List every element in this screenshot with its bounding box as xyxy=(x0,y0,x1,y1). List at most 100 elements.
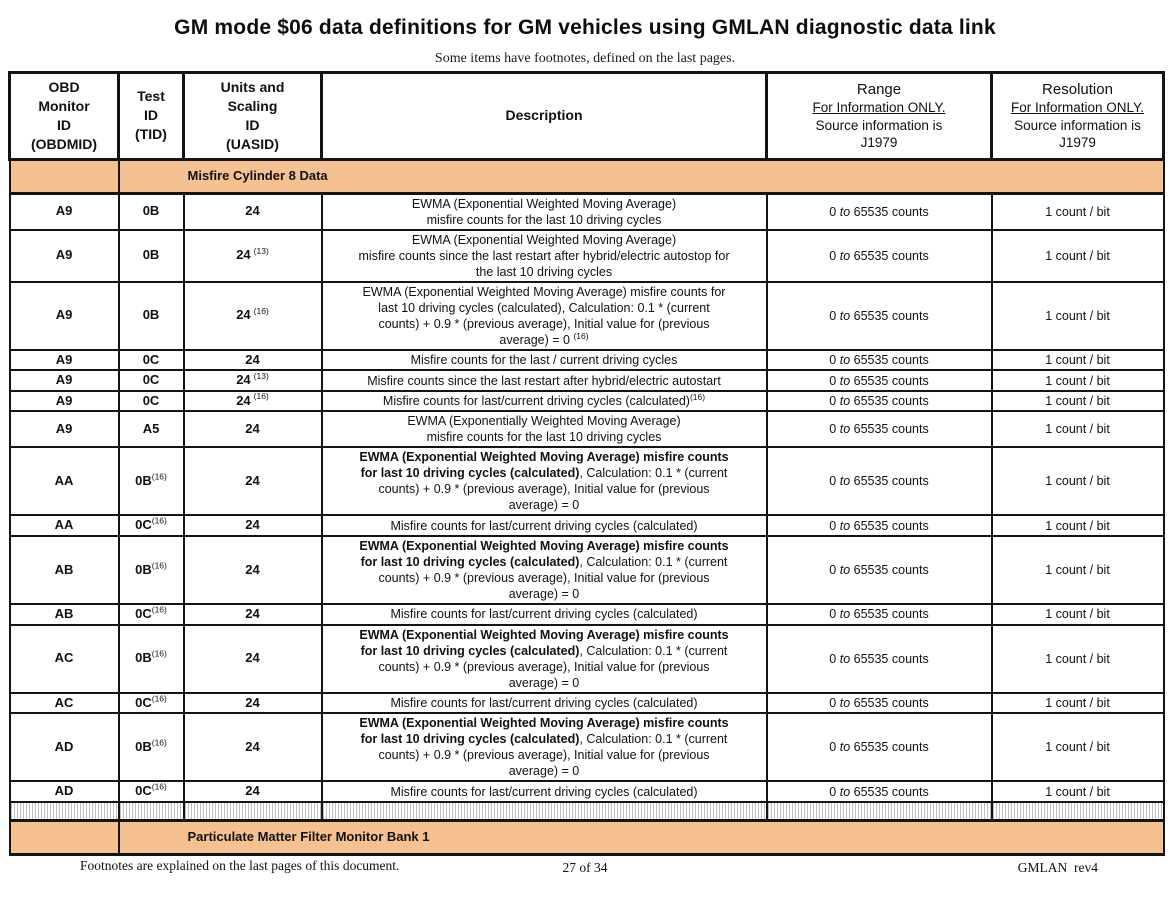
header-resolution-source: Source information is J1979 xyxy=(1014,117,1141,151)
description-cell: Misfire counts since the last restart af… xyxy=(320,369,768,392)
header-range-source: Source information is J1979 xyxy=(815,117,943,151)
range-cell: 0 to 65535 counts xyxy=(765,712,993,783)
uasid-cell: 24 xyxy=(182,410,323,449)
tid-cell: 0C xyxy=(117,389,185,413)
table-row: A9 A5 24 EWMA (Exponentially Weighted Movin… xyxy=(8,410,1165,449)
header-obdmid: OBD Monitor ID (OBDMID) xyxy=(8,71,120,161)
description-text: Misfire counts for last/current driving … xyxy=(390,784,698,799)
table-row: AA 0B(16) 24 EWMA (Exponential Weighted Mov… xyxy=(8,446,1165,517)
range-cell: 0 to 65535 counts xyxy=(765,623,993,694)
range-to: to xyxy=(839,563,851,578)
section-label: Misfire Cylinder 8 Data xyxy=(117,157,1165,195)
tid-cell: 0C(16) xyxy=(117,514,185,538)
page-subtitle: Some items have footnotes, defined on th… xyxy=(434,51,736,66)
band-empty-cell xyxy=(8,157,120,195)
tid-cell: 0C(16) xyxy=(117,691,185,715)
section-band-misfire-cylinder-8: Misfire Cylinder 8 Data xyxy=(8,157,1165,195)
uasid-cell: 24 xyxy=(182,712,323,783)
range-to: to xyxy=(839,204,851,219)
uasid-cell: 24 xyxy=(182,691,323,715)
tid-cell: 0C(16) xyxy=(117,780,185,803)
obdmid-cell: A9 xyxy=(8,410,120,449)
separator-cell xyxy=(117,800,185,822)
section-label: Particulate Matter Filter Monitor Bank 1 xyxy=(117,818,1165,856)
obdmid-cell: AB xyxy=(8,603,120,626)
uasid-cell: 24 (13) xyxy=(182,228,323,283)
obdmid-cell: A9 xyxy=(8,389,120,413)
description-cell: EWMA (Exponential Weighted Moving Averag… xyxy=(320,228,768,283)
table-row: AD 0B(16) 24 EWMA (Exponential Weighted Mov… xyxy=(8,712,1165,783)
table-row: AA 0C(16) 24 Misfire counts for last/curren… xyxy=(8,514,1165,538)
separator-cell xyxy=(8,800,120,822)
range-to: to xyxy=(839,373,851,388)
description-cell: EWMA (Exponential Weighted Moving Averag… xyxy=(320,280,768,351)
footnote-ref: (16) xyxy=(151,471,167,482)
footer-page-number: 27 of 34 xyxy=(562,860,608,875)
table-row: AC 0B(16) 24 EWMA (Exponential Weighted Mov… xyxy=(8,623,1165,694)
section-band-particulate-matter: Particulate Matter Filter Monitor Bank 1 xyxy=(8,818,1165,856)
footnote-ref: (13) xyxy=(253,245,269,256)
range-to: to xyxy=(839,308,851,323)
header-row: OBD Monitor ID (OBDMID) Test ID (TID) Un… xyxy=(8,71,1165,161)
separator-cell xyxy=(990,800,1165,822)
table-row: A9 0B 24 (13) EWMA (Exponential Weighted Mov… xyxy=(8,228,1165,283)
table-body: Misfire Cylinder 8 Data A9 0B 24 EWMA (Expo… xyxy=(8,157,1165,856)
resolution-cell: 1 count / bit xyxy=(990,192,1165,231)
description-bold: EWMA (Exponential Weighted Moving Averag… xyxy=(359,716,729,747)
footnote-ref: (16) xyxy=(151,781,167,792)
resolution-cell: 1 count / bit xyxy=(990,280,1165,351)
table-row: A9 0B 24 (16) EWMA (Exponential Weighted Mov… xyxy=(8,280,1165,351)
description-text: Misfire counts for the last / current dr… xyxy=(410,352,678,367)
header-description: Description xyxy=(320,71,768,161)
range-to: to xyxy=(839,696,851,710)
range-to: to xyxy=(839,784,851,799)
tid-cell: A5 xyxy=(117,410,185,449)
range-to: to xyxy=(839,352,851,367)
uasid-cell: 24 xyxy=(182,446,323,517)
description-text: Misfire counts for last/current driving … xyxy=(390,607,698,622)
separator-row xyxy=(8,800,1165,822)
range-to: to xyxy=(839,394,851,409)
description-text: , Calculation: 0.1 * (current counts) + … xyxy=(378,732,728,779)
description-cell: EWMA (Exponential Weighted Moving Averag… xyxy=(320,446,768,517)
table-row: AB 0B(16) 24 EWMA (Exponential Weighted Mov… xyxy=(8,535,1165,606)
description-text: Misfire counts for last/current driving … xyxy=(390,518,698,533)
range-to: to xyxy=(839,474,851,489)
range-cell: 0 to 65535 counts xyxy=(765,780,993,803)
obdmid-cell: AA xyxy=(8,446,120,517)
description-text: EWMA (Exponential Weighted Moving Averag… xyxy=(411,196,677,227)
description-cell: Misfire counts for the last / current dr… xyxy=(320,348,768,372)
uasid-cell: 24 xyxy=(182,603,323,626)
range-cell: 0 to 65535 counts xyxy=(765,603,993,626)
separator-cell xyxy=(320,800,768,822)
obdmid-cell: A9 xyxy=(8,228,120,283)
description-cell: EWMA (Exponentially Weighted Moving Aver… xyxy=(320,410,768,449)
description-bold: EWMA (Exponential Weighted Moving Averag… xyxy=(359,539,729,570)
header-resolution-info: For Information ONLY. xyxy=(1010,100,1145,116)
table-row: AC 0C(16) 24 Misfire counts for last/curren… xyxy=(8,691,1165,715)
uasid-cell: 24 xyxy=(182,192,323,231)
description-text: Misfire counts for last/current driving … xyxy=(390,696,698,710)
description-cell: EWMA (Exponential Weighted Moving Averag… xyxy=(320,535,768,606)
resolution-cell: 1 count / bit xyxy=(990,780,1165,803)
description-text: Misfire counts for last/current driving … xyxy=(382,394,690,409)
tid-cell: 0B(16) xyxy=(117,446,185,517)
uasid-cell: 24 (16) xyxy=(182,280,323,351)
footnote-ref: (16) xyxy=(151,560,167,571)
resolution-cell: 1 count / bit xyxy=(990,389,1165,413)
description-text: EWMA (Exponential Weighted Moving Averag… xyxy=(358,232,730,279)
uasid-cell: 24 xyxy=(182,514,323,538)
resolution-cell: 1 count / bit xyxy=(990,348,1165,372)
header-resolution-title: Resolution xyxy=(1042,80,1113,98)
range-cell: 0 to 65535 counts xyxy=(765,369,993,392)
description-text: , Calculation: 0.1 * (current counts) + … xyxy=(378,466,728,513)
uasid-cell: 24 (16) xyxy=(182,389,323,413)
range-cell: 0 to 65535 counts xyxy=(765,192,993,231)
tid-cell: 0B(16) xyxy=(117,712,185,783)
table-row: AB 0C(16) 24 Misfire counts for last/curren… xyxy=(8,603,1165,626)
obdmid-cell: AD xyxy=(8,780,120,803)
obdmid-cell: A9 xyxy=(8,348,120,372)
description-cell: EWMA (Exponential Weighted Moving Averag… xyxy=(320,623,768,694)
uasid-cell: 24 xyxy=(182,535,323,606)
obdmid-cell: A9 xyxy=(8,192,120,231)
